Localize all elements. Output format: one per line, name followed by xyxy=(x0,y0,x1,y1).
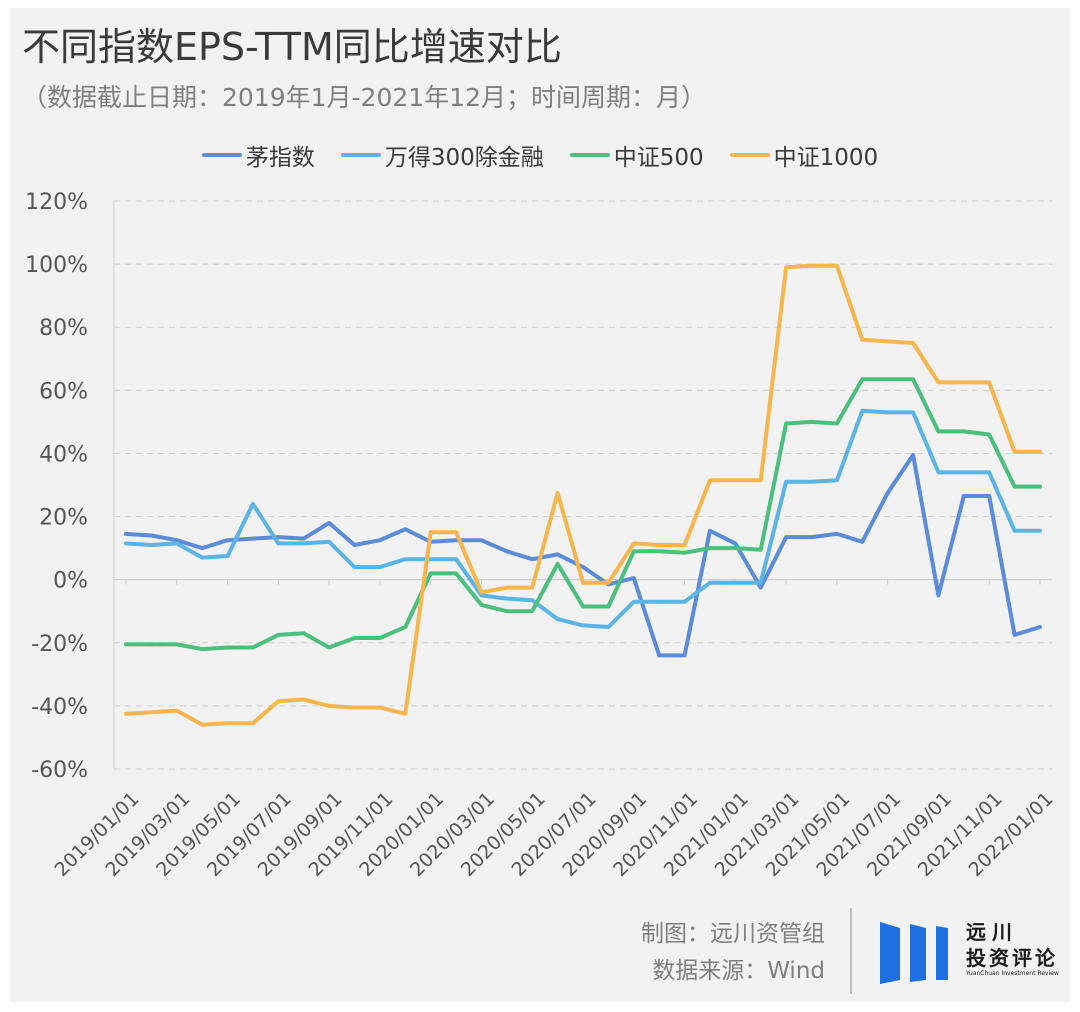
y-tick-label: 20% xyxy=(39,506,88,531)
logo-mark-icon xyxy=(880,922,948,984)
y-tick-label: 80% xyxy=(39,316,88,341)
legend-label: 万得300除金融 xyxy=(384,145,544,171)
series-lines xyxy=(124,263,1042,727)
y-tick-label: 40% xyxy=(39,442,88,467)
logo-bar xyxy=(936,926,948,980)
legend-swatch xyxy=(340,153,381,157)
y-tick-label: 0% xyxy=(53,569,88,594)
chart-legend: 茅指数 万得300除金融 中证500 中证1000 xyxy=(0,138,1080,172)
legend-swatch xyxy=(569,153,610,157)
y-tick-label: -20% xyxy=(31,632,88,657)
chart-card xyxy=(10,8,1070,1002)
logo-bar xyxy=(910,924,926,982)
logo-text-line2: 投资评论 xyxy=(966,946,1058,970)
legend-item-csi1000: 中证1000 xyxy=(729,138,879,172)
axes: -60%-40%-20%0%20%40%60%80%100%120%2019/0… xyxy=(25,190,1057,881)
logo-bar xyxy=(880,922,900,984)
logo: 远川 投资评论 YuanChuan Investment Review xyxy=(876,914,1064,986)
chart-subtitle: （数据截止日期：2019年1月-2021年12月；时间周期：月） xyxy=(22,83,706,112)
y-tick-label: 60% xyxy=(39,379,88,404)
footer-divider xyxy=(850,908,852,994)
series-line xyxy=(124,453,1042,658)
logo-text-line1: 远川 xyxy=(966,920,1018,944)
legend-label: 中证1000 xyxy=(773,145,879,171)
legend-swatch xyxy=(201,153,242,157)
legend-label: 中证500 xyxy=(613,145,704,171)
line-chart: -60%-40%-20%0%20%40%60%80%100%120%2019/0… xyxy=(25,190,1057,881)
gridlines xyxy=(114,200,1052,770)
legend-item-maozhishu: 茅指数 xyxy=(201,138,315,172)
y-tick-label: 100% xyxy=(25,253,88,278)
series-line xyxy=(124,263,1042,727)
series-line xyxy=(124,408,1042,629)
footer-source: 数据来源：Wind xyxy=(652,958,825,984)
legend-swatch xyxy=(729,153,770,157)
footer-maker: 制图：远川资管组 xyxy=(641,921,825,947)
legend-item-csi500: 中证500 xyxy=(569,138,704,172)
chart-title: 不同指数EPS-TTM同比增速对比 xyxy=(22,25,562,69)
series-line xyxy=(124,377,1042,652)
y-tick-label: 120% xyxy=(25,190,88,215)
y-tick-label: -40% xyxy=(31,695,88,720)
y-tick-label: -60% xyxy=(31,758,88,783)
legend-item-wind300: 万得300除金融 xyxy=(340,138,544,172)
logo-text-english: YuanChuan Investment Review xyxy=(966,970,1059,977)
legend-label: 茅指数 xyxy=(245,145,315,171)
footer-credits: 制图：远川资管组 数据来源：Wind xyxy=(641,916,825,990)
